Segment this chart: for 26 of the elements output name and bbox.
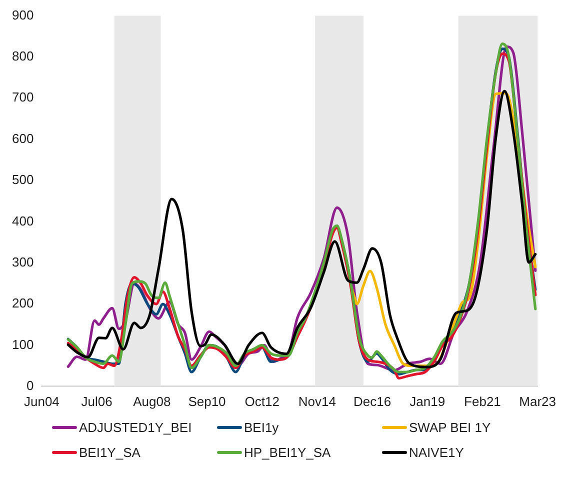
x-tick-label: Jan19 <box>410 394 446 409</box>
x-tick-label: Dec16 <box>353 394 392 409</box>
x-tick-label: Oct12 <box>244 394 280 409</box>
x-tick-label: Mar23 <box>519 394 556 409</box>
legend-label: BEI1y <box>244 420 279 435</box>
y-tick-label: 0 <box>26 378 34 393</box>
legend-label: SWAP BEI 1Y <box>409 420 491 435</box>
legend-label: BEI1Y_SA <box>79 445 140 460</box>
legend-label: NAIVE1Y <box>409 445 464 460</box>
legend-label: ADJUSTED1Y_BEI <box>79 420 192 435</box>
x-tick-label: Feb21 <box>464 394 501 409</box>
x-tick-label: Sep10 <box>188 394 226 409</box>
x-tick-label: Jul06 <box>81 394 112 409</box>
y-tick-label: 100 <box>12 336 34 352</box>
y-tick-label: 500 <box>12 172 34 188</box>
y-tick-label: 800 <box>12 48 34 64</box>
y-tick-label: 900 <box>12 7 34 22</box>
y-tick-label: 300 <box>12 254 34 270</box>
x-tick-label: Jun04 <box>24 394 60 409</box>
y-tick-label: 200 <box>12 296 34 311</box>
y-tick-label: 600 <box>12 130 34 146</box>
y-tick-label: 400 <box>12 213 34 228</box>
legend-label: HP_BEI1Y_SA <box>244 445 331 460</box>
x-tick-label: Aug08 <box>133 394 171 409</box>
y-tick-label: 700 <box>12 90 34 105</box>
x-tick-label: Nov14 <box>298 394 336 409</box>
